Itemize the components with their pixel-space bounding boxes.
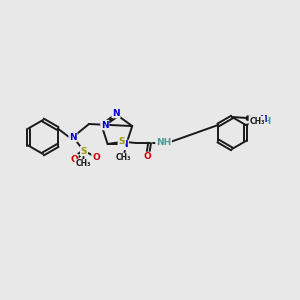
Text: CH₃: CH₃ bbox=[249, 116, 265, 125]
Text: N: N bbox=[101, 121, 109, 130]
Text: CH₃: CH₃ bbox=[75, 160, 91, 169]
Text: O: O bbox=[144, 152, 152, 161]
Text: N: N bbox=[112, 109, 120, 118]
Text: S: S bbox=[118, 137, 125, 146]
Text: CH₃: CH₃ bbox=[116, 153, 131, 162]
Text: N: N bbox=[121, 140, 128, 149]
Text: NH: NH bbox=[256, 117, 272, 126]
Text: NH: NH bbox=[156, 138, 171, 147]
Text: N: N bbox=[69, 133, 77, 142]
Text: S: S bbox=[81, 146, 87, 155]
Text: O: O bbox=[92, 152, 100, 161]
Text: O: O bbox=[70, 154, 78, 164]
Text: N: N bbox=[259, 116, 267, 124]
